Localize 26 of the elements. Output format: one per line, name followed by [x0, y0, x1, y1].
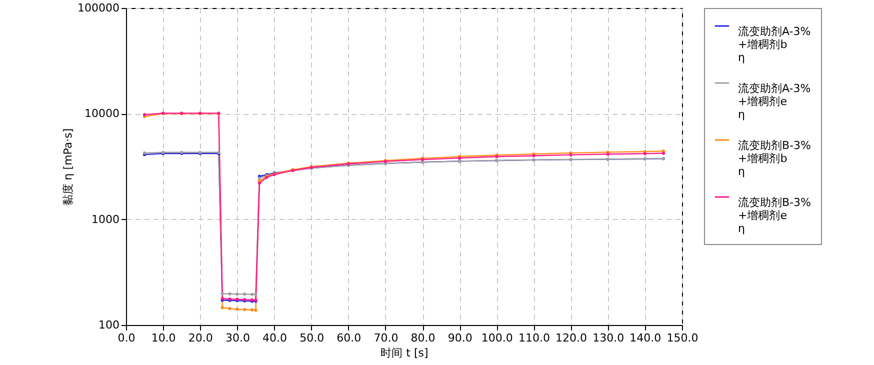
x-tick-label: 70.0 [374, 332, 398, 344]
x-tick-label: 90.0 [448, 332, 472, 344]
x-tick-label: 0.0 [118, 332, 136, 344]
x-tick-label: 110.0 [518, 332, 550, 344]
x-tick-label: 150.0 [666, 332, 698, 344]
y-tick-label: 10000 [84, 107, 120, 120]
x-tick-label: 10.0 [151, 332, 176, 344]
x-tick-label: 120.0 [556, 332, 588, 344]
legend-label: 流变助剂B-3% +增稠剂e η [738, 196, 811, 235]
x-tick-label: 40.0 [262, 332, 288, 344]
x-tick-label: 60.0 [336, 332, 362, 344]
x-axis-title: 时间 t [s] [380, 346, 428, 360]
y-axis-title: 黏度 η [mPa·s] [62, 128, 75, 206]
legend-label: 流变助剂B-3% +增稠剂b η [738, 139, 811, 178]
x-tick-label: 30.0 [225, 332, 250, 344]
legend-label: 流变助剂A-3% +增稠剂b η [738, 25, 811, 64]
x-tick-label: 80.0 [410, 332, 436, 344]
y-tick-label: 1000 [92, 212, 120, 226]
y-tick-label: 100 [98, 318, 120, 332]
x-tick-label: 20.0 [188, 332, 213, 344]
legend-label: 流变助剂A-3% +增稠剂e η [738, 82, 811, 121]
y-tick-label: 100000 [78, 2, 120, 14]
x-tick-label: 100.0 [481, 332, 513, 344]
x-tick-label: 50.0 [300, 332, 324, 344]
x-tick-label: 130.0 [592, 332, 624, 344]
x-tick-label: 140.0 [630, 332, 662, 344]
